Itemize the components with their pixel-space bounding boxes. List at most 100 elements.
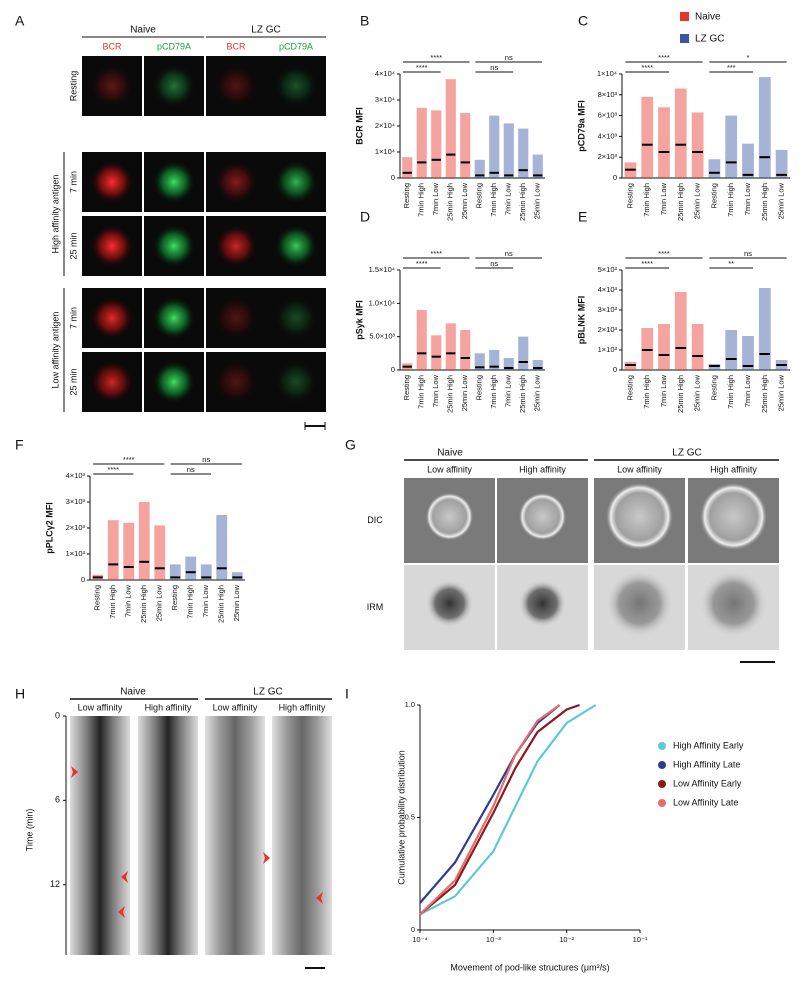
y-tick-label: 8×10³ — [598, 90, 618, 99]
x-tick-label: 7min Low — [659, 182, 668, 215]
y-tick-label: 1.0 — [405, 700, 415, 709]
data-range — [169, 564, 181, 580]
y-tick-label: 1×10⁴ — [597, 69, 617, 78]
data-range — [445, 323, 456, 370]
cdf-line — [419, 704, 561, 916]
x-tick-label: 7min High — [489, 375, 498, 409]
data-range — [674, 292, 687, 370]
column-label: Low affinity — [213, 702, 258, 712]
panel-label: H — [15, 686, 25, 702]
significance-label: **** — [416, 259, 428, 268]
x-tick-label: 7min High — [726, 183, 735, 217]
data-range — [503, 123, 514, 178]
column-label: High affinity — [145, 702, 192, 712]
cell-image — [425, 579, 474, 628]
x-tick-label: 7min High — [642, 183, 651, 217]
x-tick-label: 7min Low — [431, 182, 440, 215]
x-tick-label: Resting — [625, 375, 634, 400]
data-range — [416, 310, 427, 370]
legend-swatch — [680, 34, 689, 43]
row-group-label: High affinity antigen — [50, 175, 60, 254]
legend-marker — [658, 742, 666, 750]
data-range — [691, 324, 704, 370]
y-tick-label: 5×10³ — [598, 265, 618, 274]
y-axis-label: pBLNK MFI — [576, 296, 586, 345]
data-range — [658, 107, 670, 178]
group-header: Naive — [130, 25, 156, 36]
cell-signal — [90, 64, 134, 108]
row-group-label: Low affinity antigen — [50, 312, 60, 389]
x-tick-label: 25min Low — [155, 584, 164, 621]
x-tick-label: 25min High — [518, 375, 527, 413]
y-tick-label: 2×10⁴ — [375, 121, 395, 130]
significance-label: **** — [430, 53, 442, 62]
legend-label: Low Affinity Late — [673, 797, 738, 807]
significance-label: ns — [187, 465, 195, 474]
x-tick-label: Resting — [475, 183, 484, 208]
x-tick-label: 7min High — [642, 375, 651, 409]
data-range — [658, 324, 670, 370]
significance-label: ns — [744, 249, 752, 258]
y-tick-label: 1.5×10⁴ — [369, 265, 395, 274]
y-tick-label: 4×10³ — [598, 285, 618, 294]
cell-image — [699, 482, 768, 551]
panel-label: E — [578, 209, 587, 225]
row-label: DIC — [367, 515, 383, 525]
y-axis-label: Cumulative probability distribution — [396, 750, 406, 885]
x-tick-label: 25min Low — [777, 374, 786, 411]
cell-signal — [152, 360, 196, 404]
significance-label: **** — [641, 259, 653, 268]
x-tick-label: 7min High — [417, 183, 426, 217]
cell-image — [425, 492, 474, 541]
data-range — [775, 149, 788, 178]
data-range — [725, 330, 738, 370]
arrowhead — [71, 766, 78, 778]
cell-signal — [214, 160, 258, 204]
cell-signal — [214, 296, 258, 340]
panel-label: I — [345, 686, 349, 702]
y-tick-label: 0 — [81, 575, 85, 584]
row-label: 25 min — [68, 232, 78, 259]
y-tick-label: 1×10³ — [598, 345, 618, 354]
legend-label: High Affinity Late — [673, 759, 740, 769]
x-tick-label: 7min Low — [201, 584, 210, 617]
x-tick-label: 7min High — [108, 585, 117, 619]
x-tick-label: Resting — [625, 183, 634, 208]
channel-label: BCR — [226, 41, 246, 51]
data-range — [123, 522, 135, 580]
legend-marker — [658, 780, 666, 788]
column-label: Low affinity — [427, 464, 472, 474]
panel-label: B — [360, 13, 369, 29]
data-range — [431, 110, 442, 178]
significance-label: **** — [658, 249, 670, 258]
data-range — [518, 336, 529, 370]
x-tick-label: 7min Low — [743, 374, 752, 407]
significance-label: **** — [123, 455, 135, 464]
legend-label: Low Affinity Early — [673, 778, 742, 788]
cdf-line — [419, 704, 597, 916]
significance-label: ns — [505, 53, 513, 62]
cell-signal — [90, 160, 134, 204]
data-range — [416, 107, 427, 178]
data-range — [503, 358, 514, 370]
row-label: 25 min — [68, 368, 78, 395]
x-tick-label: Resting — [93, 585, 102, 610]
data-range — [460, 330, 471, 370]
x-tick-label: 7min Low — [659, 374, 668, 407]
significance-label: ns — [490, 63, 498, 72]
data-range — [402, 157, 413, 178]
cell-image — [605, 482, 674, 551]
x-tick-label: 25min Low — [693, 182, 702, 219]
y-tick-label: 3×10⁴ — [375, 95, 395, 104]
cell-signal — [152, 296, 196, 340]
significance-label: **** — [416, 63, 428, 72]
data-range — [431, 335, 442, 370]
cdf-line — [419, 703, 580, 916]
data-range — [708, 159, 721, 178]
row-label: Resting — [68, 71, 78, 102]
arrowhead — [121, 871, 128, 883]
x-tick-label: 7min Low — [743, 182, 752, 215]
x-tick-label: 7min Low — [431, 374, 440, 407]
y-tick-label: 0 — [613, 365, 617, 374]
